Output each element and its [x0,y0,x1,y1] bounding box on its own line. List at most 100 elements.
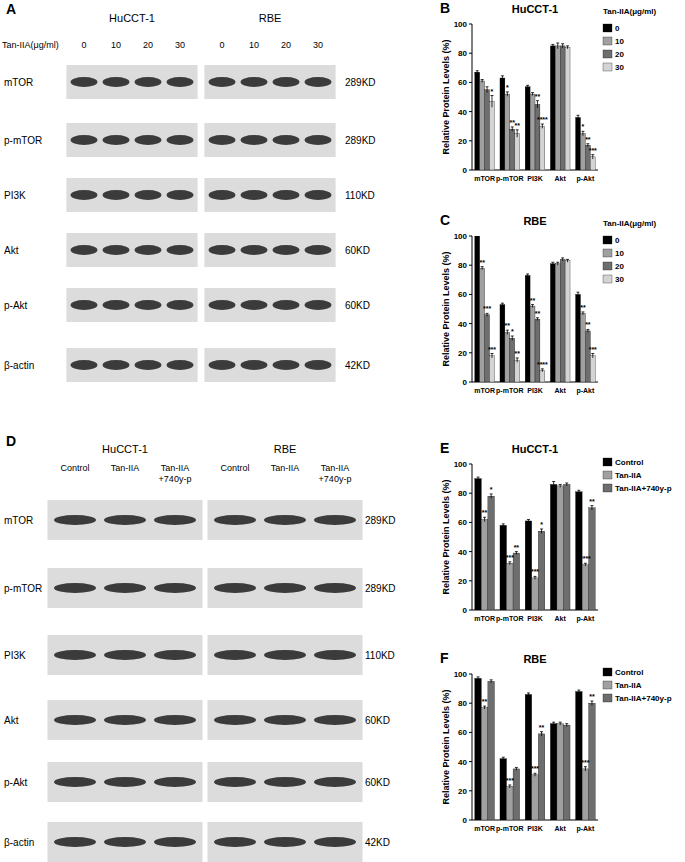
error-stem [516,552,517,555]
band [103,360,130,370]
bar-chart: EHuCCT-1Relative Protein Levels (%)02040… [440,440,672,623]
lane-label: 10 [111,40,121,50]
error-stem [557,262,558,265]
error-stem [491,680,492,683]
error-stem [567,46,568,49]
error-bar [483,706,486,709]
error-stem [507,92,508,96]
error-stem [592,354,593,358]
band [167,360,194,370]
band [305,135,332,145]
error-stem [591,701,592,705]
error-cap [515,767,518,768]
error-bar [586,329,589,332]
significance-label: *** [506,554,514,561]
bar [513,769,520,820]
legend-swatch [603,50,612,58]
significance-label: ** [514,350,520,357]
error-bar [561,44,564,48]
significance-label: ** [589,498,595,505]
y-tick [469,493,472,494]
band [54,715,96,725]
bar [565,261,570,382]
y-tick [469,761,472,762]
band [54,583,96,593]
y-tick-label: 60 [458,78,467,87]
error-stem [484,517,485,521]
error-bar [486,87,489,93]
error-bar [515,552,518,555]
category-label: Akt [555,615,567,622]
error-stem [487,87,488,93]
error-bar [584,767,587,771]
error-cap [527,692,530,693]
blot-background [204,65,335,99]
y-tick [469,382,472,383]
bar [555,264,560,382]
band [71,190,98,200]
band [209,77,236,87]
error-stem [487,313,488,316]
band [103,245,130,255]
error-cap [566,45,569,46]
bar [505,94,510,170]
bar [550,264,555,382]
error-bar [552,482,555,488]
error-stem [491,494,492,498]
error-bar [502,757,505,760]
lane-label: 30 [313,40,323,50]
annotations: *************** [482,693,595,784]
error-cap [556,42,559,43]
significance-label: * [490,486,493,493]
category-label: p-Akt [576,615,595,623]
category-label: p-mTOR [496,387,523,395]
legend-swatch [603,484,612,492]
error-bar [534,773,537,776]
band [71,300,98,310]
error-cap [483,706,486,707]
y-tick-label: 0 [463,166,468,175]
bar [535,319,540,382]
legend-label: 30 [615,63,624,72]
error-cap [577,490,580,491]
error-stem [566,483,567,486]
band [167,245,194,255]
bar [485,90,490,170]
significance-label: ** [539,724,545,731]
bar [530,94,535,170]
y-axis-label: Relative Protein Levels (%) [441,689,451,804]
annotations: **************************** [479,259,597,368]
bar-chart: CRBERelative Protein Levels (%)020406080… [440,212,657,395]
bar [538,734,545,820]
error-cap [584,563,587,564]
lane-label: Tan-IIA+740y-p [319,463,352,484]
band [135,360,162,370]
cell-line-label: RBE [259,12,282,24]
bar [585,331,590,382]
bar [589,703,596,820]
band [273,135,300,145]
error-cap [516,129,519,130]
bar [515,134,520,171]
error-cap [486,313,489,314]
lane-label-line: +740y-p [159,474,192,484]
error-stem [537,101,538,108]
error-stem [535,773,536,776]
bar [582,565,589,610]
significance-label: ** [505,322,511,329]
size-label: 289KD [365,583,396,594]
blot-background [208,822,363,862]
error-bar [502,524,505,527]
error-bar [559,484,562,487]
bars [475,43,595,170]
error-stem [477,236,478,237]
error-cap [490,493,493,494]
lane-label: Tan-IIA+740y-p [159,463,192,484]
size-label: 60KD [345,300,370,311]
y-tick [469,464,472,465]
category-label: PI3K [527,175,543,182]
lane-label: 30 [175,40,185,50]
error-bar [540,732,543,736]
error-cap [516,357,519,358]
error-stem [527,85,528,88]
